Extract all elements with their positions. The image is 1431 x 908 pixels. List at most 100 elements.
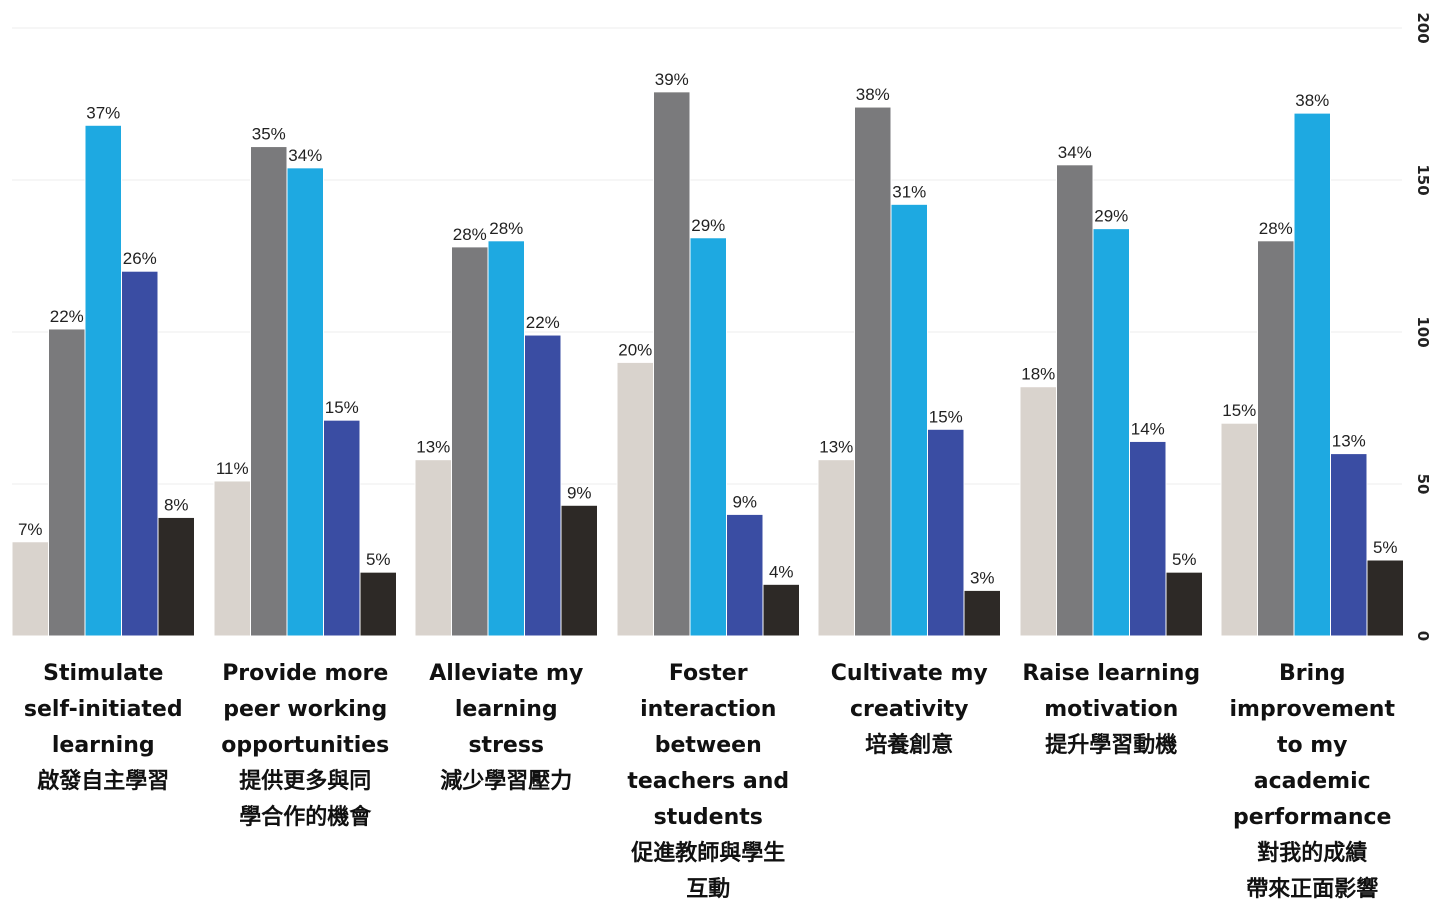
category-label-line: stress [468, 733, 545, 758]
bar-series3-cat5 [890, 203, 928, 637]
bar-series5-cat5 [963, 589, 1001, 637]
category-label-line: learning [454, 697, 558, 722]
bar-series5-cat2 [359, 571, 397, 637]
bar-series4-cat3 [524, 334, 562, 637]
bar-series2-cat1 [48, 328, 86, 637]
data-label: 5% [1172, 550, 1197, 569]
category-label: Provide more peer working opportunities 提供更… [207, 656, 403, 836]
category-label-line: performance [1233, 805, 1392, 830]
data-label: 9% [732, 492, 757, 511]
data-label: 26% [123, 249, 157, 268]
data-label: 18% [1021, 365, 1055, 384]
y-axis-ticks: 0 50 100 150 200 [1414, 12, 1431, 641]
data-label: 34% [1058, 143, 1092, 162]
category-label: Bring improvement to my academic performance… [1214, 656, 1410, 908]
bar-series5-cat7 [1366, 559, 1404, 637]
bar-series2-cat2 [250, 146, 288, 637]
bars [11, 91, 1404, 637]
data-label: 35% [252, 125, 286, 144]
category-label: Cultivate my creativity 培養創意 [811, 656, 1007, 764]
category-label: Stimulate self-initiated learning 啟發自主學習 [5, 656, 201, 800]
data-label: 14% [1131, 419, 1165, 438]
bar-series4-cat2 [323, 419, 361, 637]
data-label: 5% [1373, 538, 1398, 557]
category-label-line: 對我的成績 [1257, 841, 1368, 866]
category-label-line: Bring [1278, 661, 1346, 686]
category-label-line: Foster [668, 661, 748, 686]
data-label: 31% [892, 182, 926, 201]
bar-series1-cat2 [213, 480, 251, 637]
category-label-line: Alleviate my [429, 661, 584, 686]
bar-series1-cat7 [1220, 422, 1258, 637]
category-label-line: teachers and [627, 769, 790, 794]
bar-series5-cat6 [1165, 571, 1203, 637]
category-label-line: Stimulate [43, 661, 164, 686]
data-label: 22% [526, 313, 560, 332]
bar-series2-cat4 [653, 91, 691, 637]
data-label: 8% [164, 495, 189, 514]
bar-series4-cat5 [927, 428, 965, 637]
bar-series1-cat1 [11, 541, 49, 637]
bar-series1-cat5 [817, 459, 855, 637]
bar-series1-cat3 [414, 459, 452, 637]
data-label: 15% [929, 407, 963, 426]
data-label: 38% [856, 85, 890, 104]
bar-series3-cat7 [1293, 112, 1331, 637]
data-label: 37% [86, 103, 120, 122]
bar-series2-cat7 [1257, 240, 1295, 637]
bar-series5-cat4 [762, 583, 800, 637]
bar-series4-cat7 [1330, 453, 1368, 637]
data-label: 20% [618, 340, 652, 359]
bar-series3-cat6 [1092, 228, 1130, 637]
data-label: 22% [50, 307, 84, 326]
y-tick-label: 200 [1414, 12, 1431, 43]
bar-series2-cat5 [854, 106, 892, 637]
bar-series3-cat1 [84, 124, 122, 637]
category-label-line: peer working [223, 697, 388, 722]
data-label: 11% [216, 459, 249, 478]
y-tick-label: 100 [1414, 316, 1431, 347]
data-label: 13% [1332, 432, 1366, 451]
bar-series2-cat6 [1056, 164, 1094, 637]
data-label: 29% [691, 216, 725, 235]
data-label: 9% [567, 483, 592, 502]
bar-series3-cat4 [689, 237, 727, 637]
category-label-line: improvement [1229, 697, 1395, 722]
bar-series1-cat6 [1019, 386, 1057, 637]
data-label: 28% [453, 225, 487, 244]
bar-series3-cat2 [286, 167, 324, 637]
data-label: 34% [288, 146, 322, 165]
category-label-line: interaction [640, 697, 777, 722]
category-label: Raise learning motivation 提升學習動機 [1013, 656, 1209, 764]
data-label: 4% [769, 562, 794, 581]
bar-series1-cat4 [616, 361, 654, 637]
category-label-line: self-initiated [23, 697, 183, 722]
y-tick-label: 0 [1414, 631, 1431, 641]
category-label-line: Raise learning [1022, 661, 1201, 686]
bar-series4-cat6 [1129, 440, 1167, 637]
category-label-line: students [653, 805, 763, 830]
category-label-line: learning [51, 733, 155, 758]
category-label-line: Provide more [222, 661, 389, 686]
category-label-line: 提供更多與同 [239, 769, 372, 794]
data-label: 5% [366, 550, 391, 569]
data-label: 29% [1094, 207, 1128, 226]
category-label: Alleviate my learning stress 減少學習壓力 [408, 656, 604, 800]
data-label: 15% [1222, 401, 1256, 420]
category-label-line: between [654, 733, 762, 758]
category-label-line: Cultivate my [830, 661, 988, 686]
bar-series3-cat3 [487, 240, 525, 637]
bar-series2-cat3 [451, 246, 489, 637]
category-label-line: 促進教師與學生 [631, 841, 786, 866]
data-label: 39% [655, 70, 689, 89]
data-label: 7% [18, 520, 43, 539]
y-tick-label: 150 [1414, 164, 1431, 195]
data-labels: 7% 11% 13% 20% 13% 18% 15% 22% 35% 28% 39% 38% 34% 28… [18, 70, 1398, 588]
category-label-line: opportunities [221, 733, 390, 758]
data-label: 13% [819, 438, 853, 457]
data-label: 15% [325, 398, 359, 417]
bar-series4-cat1 [121, 270, 159, 637]
data-label: 38% [1295, 91, 1329, 110]
data-label: 28% [1259, 219, 1293, 238]
